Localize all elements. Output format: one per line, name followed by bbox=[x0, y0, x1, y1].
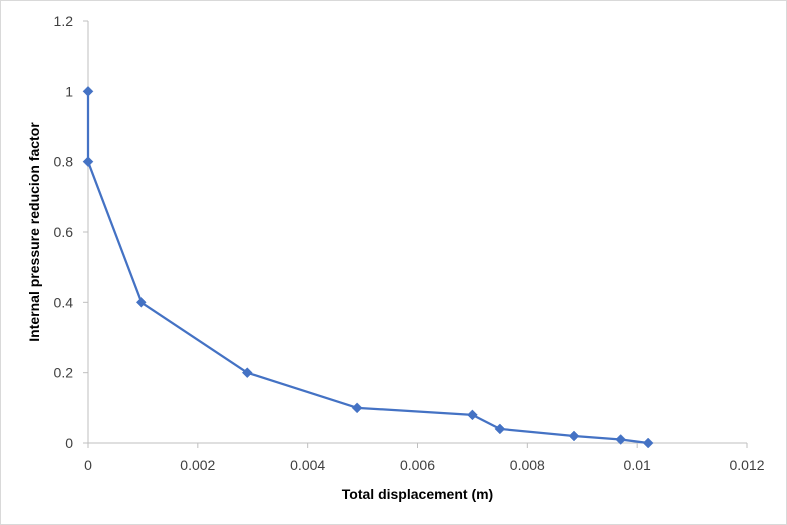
x-axis-title: Total displacement (m) bbox=[342, 486, 493, 502]
data-point bbox=[642, 437, 654, 449]
data-point bbox=[351, 402, 363, 414]
data-point bbox=[82, 156, 94, 168]
x-tick-label: 0.01 bbox=[624, 457, 651, 473]
data-point bbox=[241, 367, 253, 379]
y-tick-label: 1.2 bbox=[54, 13, 74, 29]
x-tick-label: 0.012 bbox=[729, 457, 764, 473]
y-tick-label: 0.4 bbox=[54, 294, 74, 310]
x-axis: 0 0.002 0.004 0.006 0.008 0.01 0.012 bbox=[84, 442, 765, 473]
data-point bbox=[135, 296, 147, 308]
y-tick-label: 1 bbox=[65, 83, 73, 99]
data-point bbox=[467, 409, 478, 421]
x-tick-label: 0.004 bbox=[290, 457, 325, 473]
y-tick-label: 0.8 bbox=[54, 154, 74, 170]
series-plot bbox=[82, 85, 654, 449]
data-point bbox=[494, 423, 506, 435]
x-tick-label: 0 bbox=[84, 457, 92, 473]
y-tick-label: 0.6 bbox=[54, 224, 74, 240]
y-axis: 0 0.2 0.4 0.6 0.8 1 1.2 bbox=[54, 13, 89, 451]
x-tick-label: 0.002 bbox=[180, 457, 215, 473]
x-tick-label: 0.008 bbox=[510, 457, 545, 473]
data-point bbox=[568, 430, 580, 442]
series-line bbox=[86, 91, 649, 445]
data-point bbox=[82, 85, 94, 97]
y-tick-label: 0 bbox=[65, 435, 73, 451]
y-axis-title: Internal pressure reducion factor bbox=[26, 122, 42, 342]
x-tick-label: 0.006 bbox=[400, 457, 435, 473]
data-point bbox=[615, 434, 627, 445]
y-tick-label: 0.2 bbox=[54, 365, 74, 381]
